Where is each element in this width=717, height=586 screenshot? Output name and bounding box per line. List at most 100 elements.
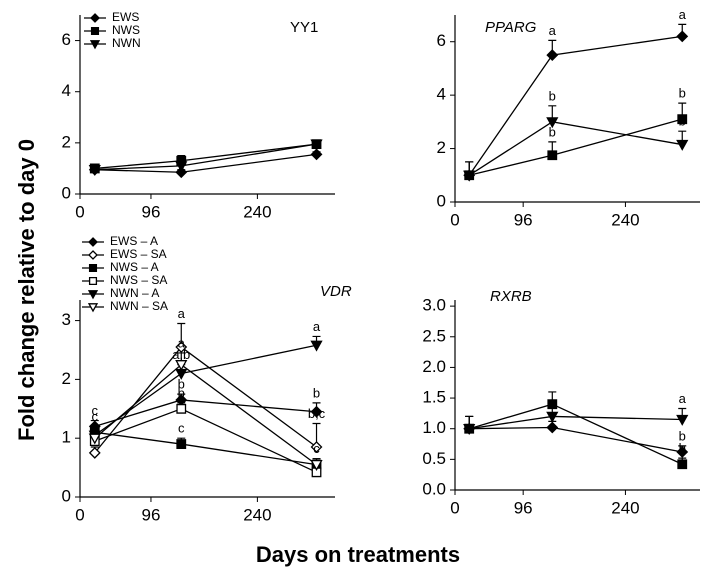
significance-letter: c	[313, 441, 320, 456]
legend-marker	[87, 290, 99, 300]
x-tick-label: 96	[141, 202, 160, 221]
legend-label: NWN	[112, 36, 141, 50]
data-point	[546, 117, 559, 129]
y-tick-label: 0	[62, 183, 71, 202]
significance-letter: a	[178, 335, 186, 350]
legend-marker	[87, 303, 99, 313]
series-line	[94, 153, 317, 173]
legend-label: EWS	[112, 10, 139, 24]
significance-letter: c	[92, 403, 99, 418]
legend-label: EWS – A	[110, 234, 158, 248]
significance-letter: a	[679, 7, 687, 22]
y-tick-label: 1	[62, 428, 71, 447]
data-point	[676, 30, 689, 43]
legend-label: NWN – SA	[110, 299, 168, 313]
series-line	[94, 143, 317, 170]
significance-letter: a	[313, 319, 321, 334]
x-tick-label: 240	[243, 202, 271, 221]
y-tick-label: 2.5	[422, 326, 446, 345]
y-tick-label: 0.0	[422, 479, 446, 498]
significance-letter: b	[549, 124, 556, 139]
legend-marker	[88, 276, 98, 286]
y-axis-label: Fold change relative to day 0	[14, 139, 39, 441]
significance-letter: b	[679, 86, 686, 101]
x-tick-label: 0	[75, 202, 84, 221]
data-point	[310, 139, 323, 151]
y-tick-label: 4	[437, 85, 446, 104]
significance-letter: b	[178, 377, 185, 392]
y-tick-label: 2	[437, 138, 446, 157]
y-tick-label: 0	[62, 486, 71, 505]
significance-letter: b	[679, 441, 686, 456]
y-tick-label: 0	[437, 191, 446, 210]
y-tick-label: 0.5	[422, 449, 446, 468]
data-point	[310, 340, 323, 352]
series-line	[94, 363, 317, 466]
series-line	[469, 118, 683, 176]
data-point	[176, 403, 187, 414]
data-point	[88, 433, 101, 445]
x-tick-label: 96	[514, 210, 533, 229]
panel-title: PPARG	[485, 19, 537, 36]
data-point	[310, 148, 323, 161]
significance-letter: c	[92, 409, 99, 424]
significance-letter: b	[679, 428, 686, 443]
data-point	[88, 165, 101, 177]
x-tick-label: 96	[514, 498, 533, 517]
y-tick-label: 4	[62, 81, 71, 100]
panel-title: VDR	[320, 283, 352, 300]
x-tick-label: 0	[75, 505, 84, 524]
data-point	[546, 411, 559, 423]
data-point	[310, 460, 323, 471]
data-point	[676, 446, 689, 458]
data-point	[175, 341, 188, 353]
significance-letter: b	[679, 114, 686, 129]
x-tick-label: 240	[611, 498, 639, 517]
significance-letter: c	[178, 421, 185, 436]
y-tick-label: 2	[62, 369, 71, 388]
legend-marker	[90, 13, 100, 23]
data-point	[175, 161, 188, 173]
legend-marker	[89, 40, 101, 50]
data-point	[463, 170, 476, 182]
legend-label: NWN – A	[110, 286, 159, 300]
data-point	[677, 459, 688, 470]
series-line	[469, 403, 683, 465]
x-axis-label: Days on treatments	[256, 542, 460, 567]
legend-marker	[88, 263, 98, 273]
y-tick-label: 1.5	[422, 388, 446, 407]
legend-label: NWS – SA	[110, 273, 167, 287]
significance-letter: b	[178, 385, 185, 400]
data-point	[547, 150, 558, 161]
legend-label: NWS – A	[110, 260, 159, 274]
significance-letter: a	[549, 23, 557, 38]
data-point	[310, 441, 323, 453]
y-tick-label: 6	[437, 31, 446, 50]
significance-letter: b	[549, 88, 556, 103]
legend-marker	[88, 237, 98, 247]
data-point	[88, 446, 101, 459]
legend-label: NWS	[112, 23, 140, 37]
legend-label: EWS – SA	[110, 247, 167, 261]
y-tick-label: 1.0	[422, 418, 446, 437]
data-point	[546, 421, 559, 434]
data-point	[463, 424, 476, 436]
significance-letter: a	[178, 306, 186, 321]
legend-marker	[90, 26, 100, 36]
x-tick-label: 0	[450, 498, 459, 517]
panel-title: YY1	[290, 19, 318, 36]
y-tick-label: 6	[62, 30, 71, 49]
series-line	[469, 426, 683, 453]
legend-marker	[88, 250, 98, 260]
series-line	[94, 431, 317, 466]
significance-letter: b	[313, 385, 320, 400]
y-tick-label: 3	[62, 310, 71, 329]
x-tick-label: 0	[450, 210, 459, 229]
data-point	[676, 414, 689, 426]
x-tick-label: 240	[611, 210, 639, 229]
data-point	[677, 114, 688, 125]
x-tick-label: 96	[141, 505, 160, 524]
y-tick-label: 2	[62, 132, 71, 151]
y-tick-label: 3.0	[422, 296, 446, 315]
